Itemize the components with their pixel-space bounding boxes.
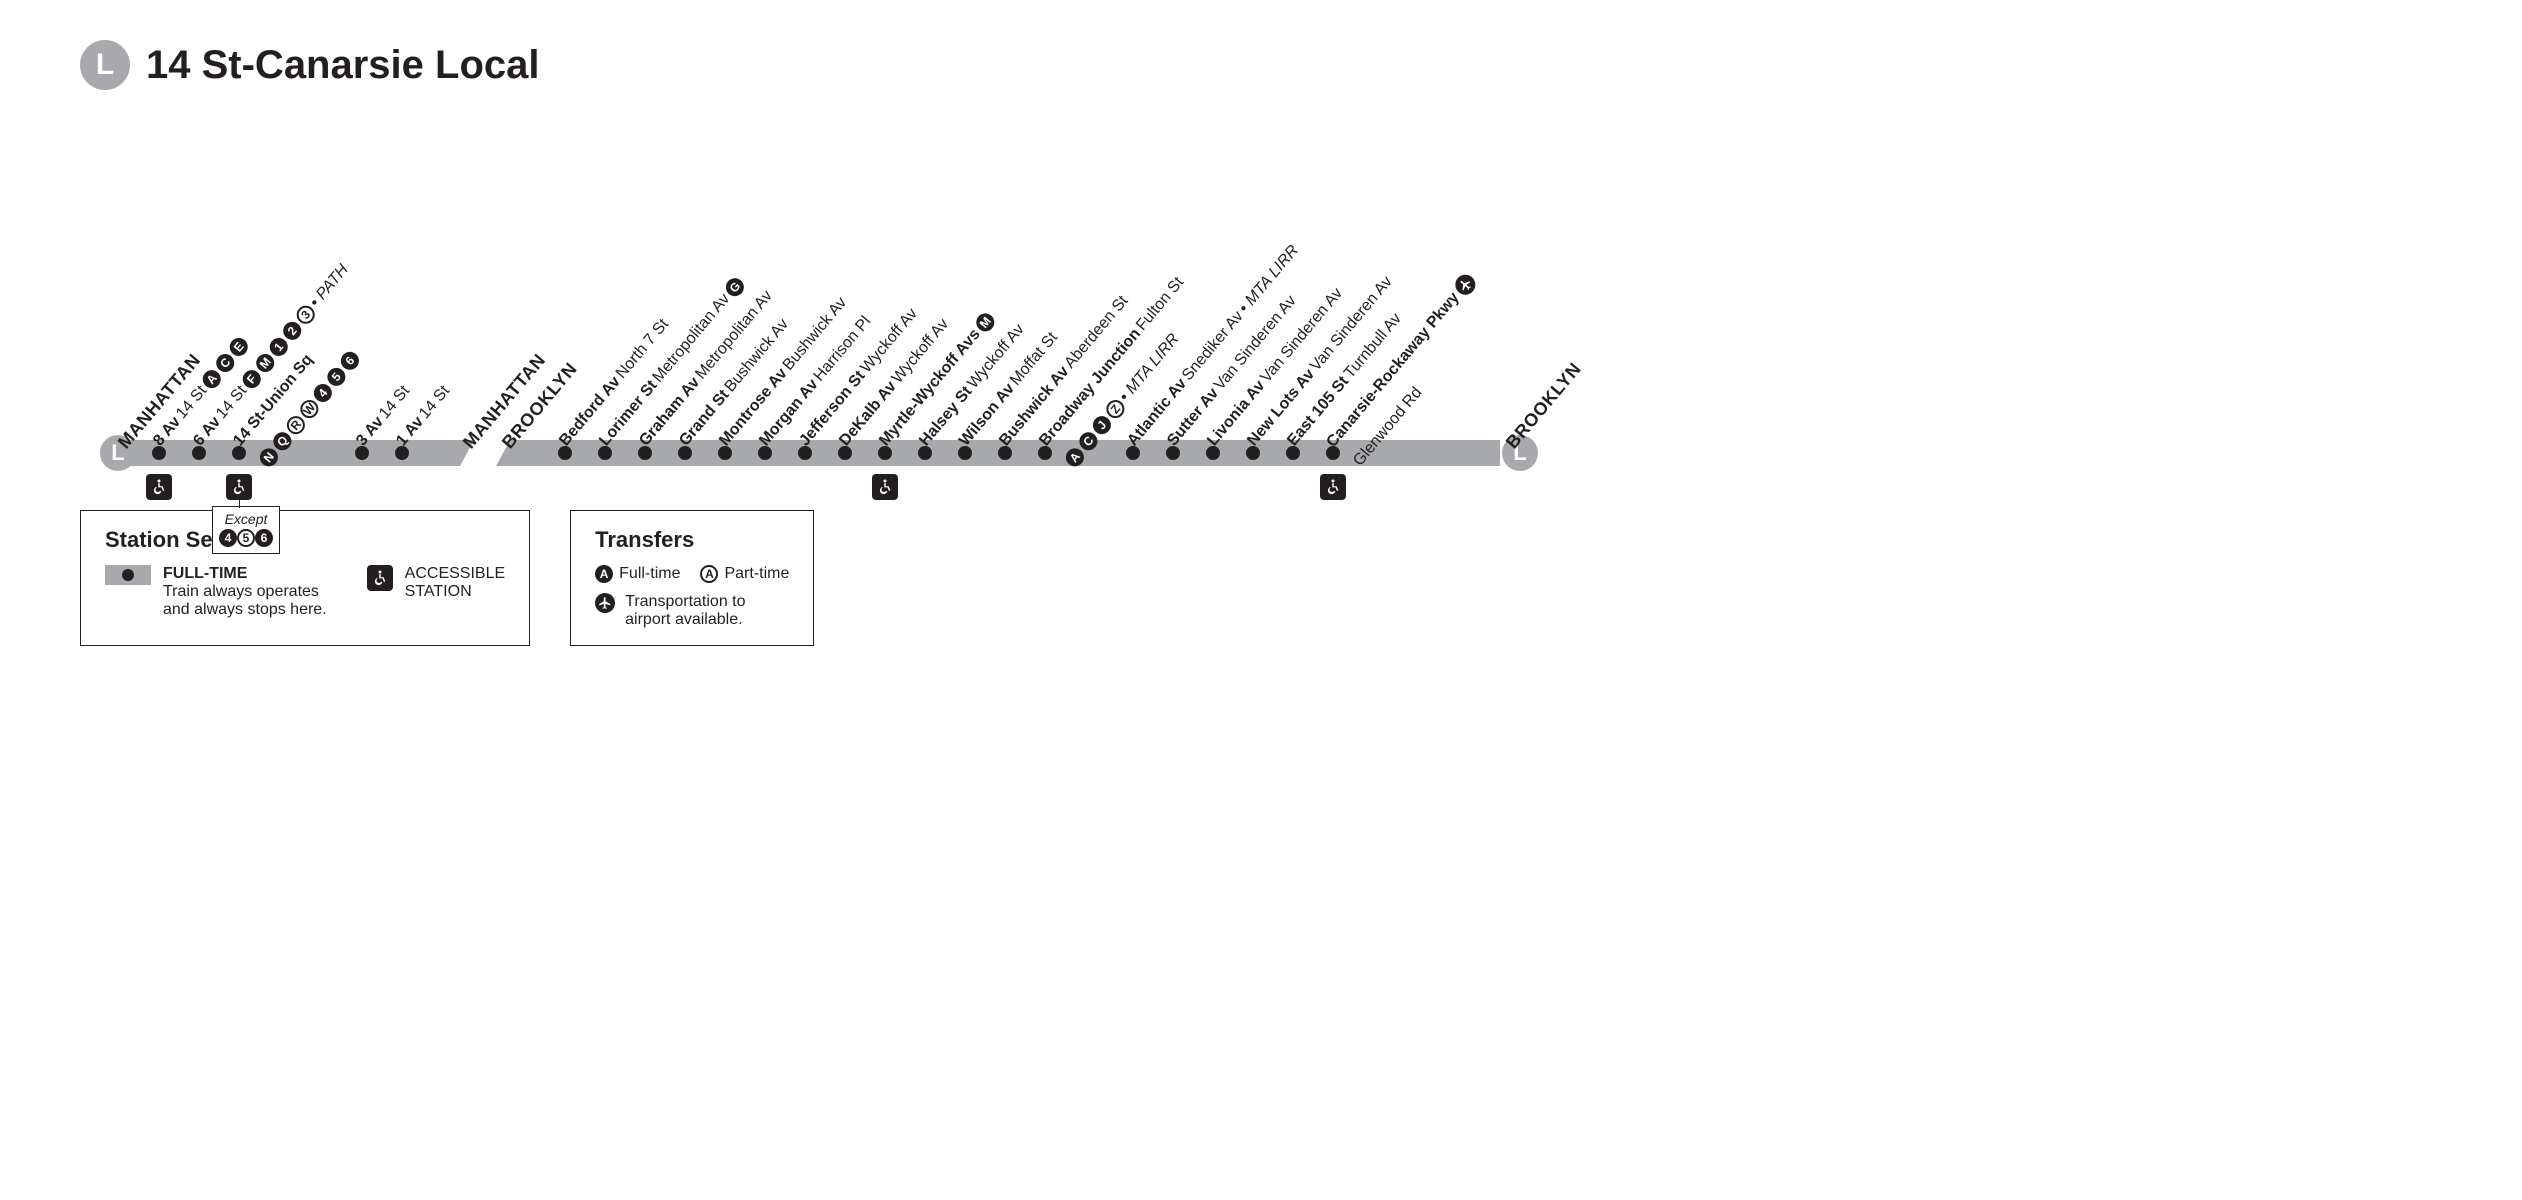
station-label: 6 Av 14 St FM123 • PATH xyxy=(190,261,352,450)
route-strip: LLMANHATTANMANHATTANBROOKLYNBROOKLYN8 Av… xyxy=(80,130,2442,500)
legend-accessible: ACCESSIBLESTATION xyxy=(367,565,505,619)
fulltime-head: FULL-TIME xyxy=(163,565,327,583)
transfer-parttime: A Part-time xyxy=(700,565,789,583)
accessible-label: ACCESSIBLESTATION xyxy=(405,565,505,601)
legend-title: Station Service xyxy=(105,527,505,553)
wheelchair-icon xyxy=(367,565,393,591)
borough-label: BROOKLYN xyxy=(1502,359,1586,453)
route-bullet: 5 xyxy=(237,529,255,547)
transfer-airport: Transportation toairport available. xyxy=(595,593,789,629)
legend-station-service: Station Service FULL-TIME Train always o… xyxy=(80,510,530,646)
route-bullet: 6 xyxy=(255,529,273,547)
wheelchair-icon xyxy=(146,474,172,500)
legend-title: Transfers xyxy=(595,527,789,553)
fulltime-sample-icon xyxy=(105,565,151,585)
fulltime-sub: Train always operatesand always stops he… xyxy=(163,583,327,619)
title-row: L 14 St-Canarsie Local xyxy=(80,40,2442,90)
wheelchair-icon xyxy=(872,474,898,500)
wheelchair-icon xyxy=(1320,474,1346,500)
line-bullet: L xyxy=(80,40,130,90)
legend-transfers: Transfers A Full-time A Part-time Transp… xyxy=(570,510,814,646)
except-box: Except456 xyxy=(212,506,280,554)
bullet-icon: A xyxy=(595,565,613,583)
route-bullet: 4 xyxy=(219,529,237,547)
wheelchair-icon xyxy=(226,474,252,500)
airport-icon xyxy=(595,593,615,613)
legend-fulltime: FULL-TIME Train always operatesand alway… xyxy=(105,565,327,619)
page-title: 14 St-Canarsie Local xyxy=(146,43,540,88)
bullet-icon: A xyxy=(700,565,718,583)
transfer-fulltime: A Full-time xyxy=(595,565,680,583)
legend-row: Station Service FULL-TIME Train always o… xyxy=(80,510,2442,646)
